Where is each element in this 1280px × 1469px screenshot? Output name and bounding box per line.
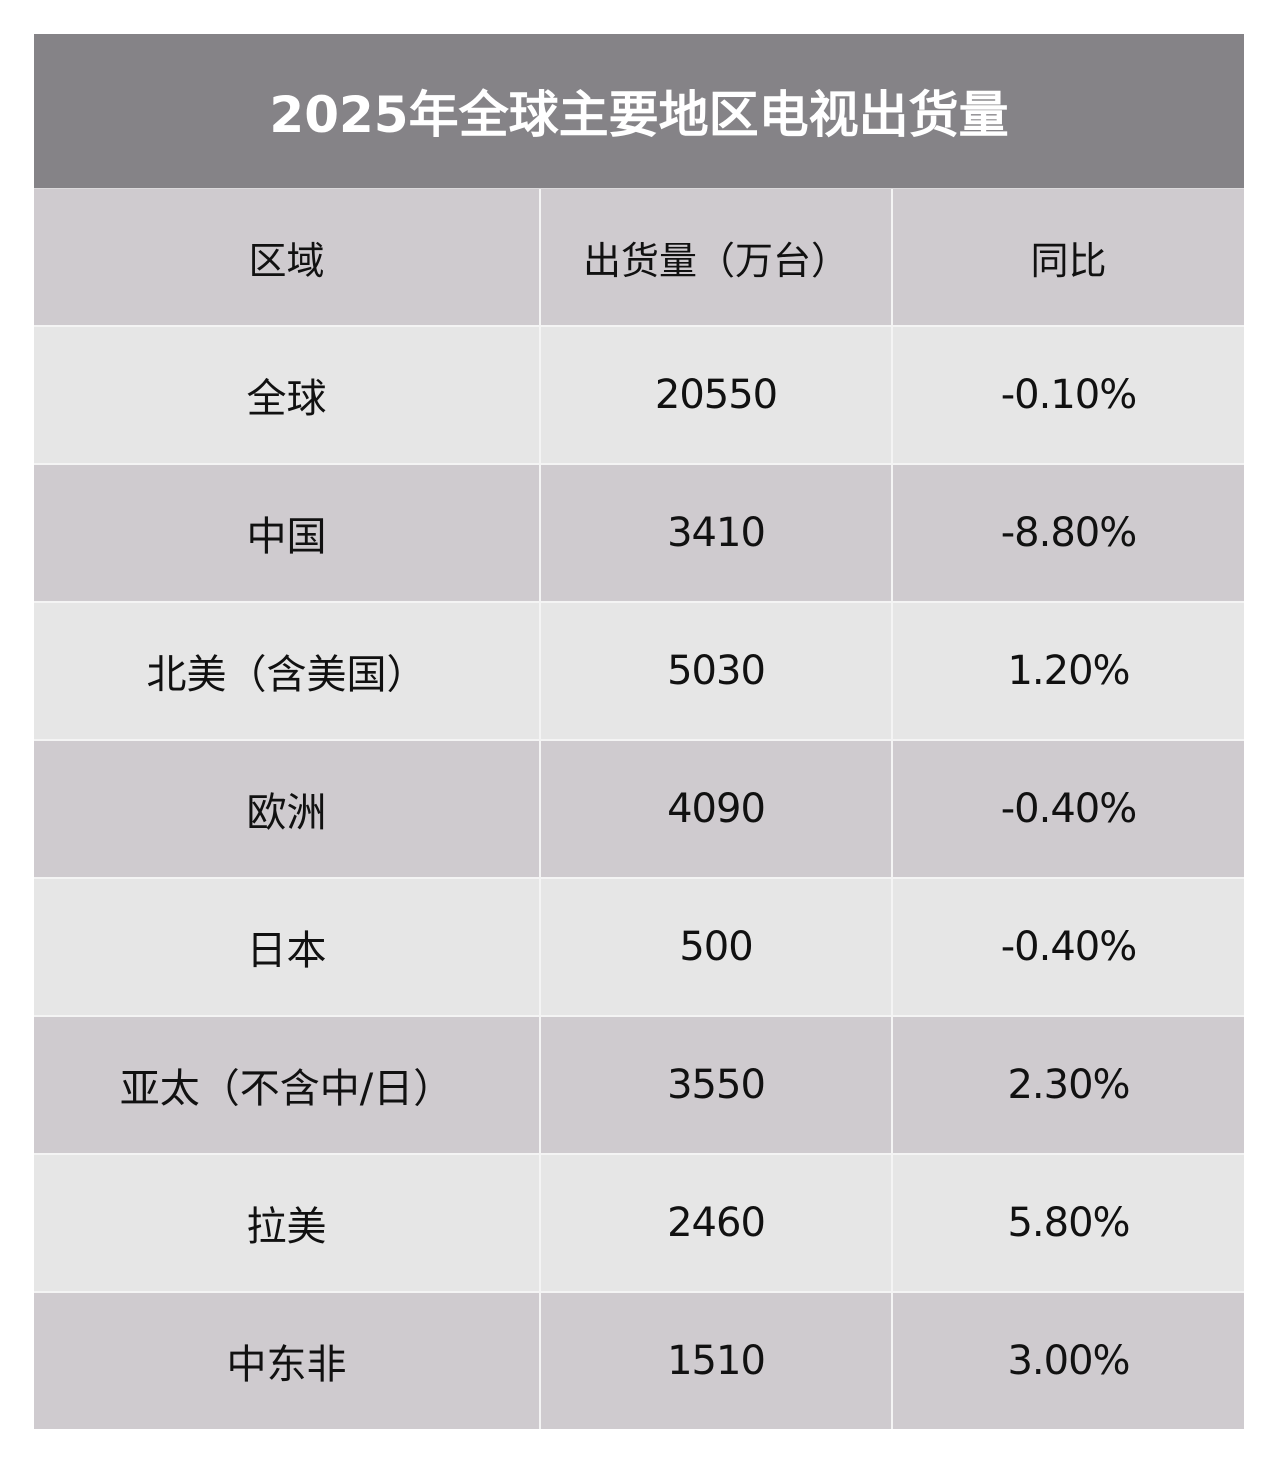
- cell-yoy: -0.10%: [891, 325, 1244, 464]
- header-yoy: 同比: [891, 189, 1244, 326]
- table-title: 2025年全球主要地区电视出货量: [34, 34, 1244, 189]
- header-region: 区域: [34, 189, 540, 326]
- table-row: 拉美 2460 5.80%: [34, 1153, 1244, 1292]
- table-row: 全球 20550 -0.10%: [34, 325, 1244, 464]
- table-row: 日本 500 -0.40%: [34, 877, 1244, 1016]
- table-row: 中国 3410 -8.80%: [34, 463, 1244, 602]
- cell-yoy: 5.80%: [891, 1153, 1244, 1292]
- cell-region: 全球: [34, 325, 540, 464]
- cell-yoy: -0.40%: [891, 877, 1244, 1016]
- header-row: 区域 出货量（万台） 同比: [34, 189, 1244, 326]
- cell-shipments: 1510: [539, 1291, 892, 1429]
- cell-yoy: 1.20%: [891, 601, 1244, 740]
- cell-shipments: 2460: [539, 1153, 892, 1292]
- cell-shipments: 3410: [539, 463, 892, 602]
- table-row: 欧洲 4090 -0.40%: [34, 739, 1244, 878]
- cell-region: 中国: [34, 463, 540, 602]
- shipment-table: 区域 出货量（万台） 同比 全球 20550 -0.10% 中国 3410 -8…: [34, 189, 1244, 1429]
- cell-shipments: 5030: [539, 601, 892, 740]
- cell-yoy: 2.30%: [891, 1015, 1244, 1154]
- cell-shipments: 3550: [539, 1015, 892, 1154]
- cell-region: 北美（含美国）: [34, 601, 540, 740]
- table-row: 中东非 1510 3.00%: [34, 1291, 1244, 1429]
- cell-shipments: 500: [539, 877, 892, 1016]
- cell-yoy: 3.00%: [891, 1291, 1244, 1429]
- cell-region: 日本: [34, 877, 540, 1016]
- cell-region: 中东非: [34, 1291, 540, 1429]
- cell-shipments: 20550: [539, 325, 892, 464]
- table-row: 北美（含美国） 5030 1.20%: [34, 601, 1244, 740]
- table-row: 亚太（不含中/日） 3550 2.30%: [34, 1015, 1244, 1154]
- cell-yoy: -8.80%: [891, 463, 1244, 602]
- cell-region: 欧洲: [34, 739, 540, 878]
- cell-region: 拉美: [34, 1153, 540, 1292]
- cell-shipments: 4090: [539, 739, 892, 878]
- cell-region: 亚太（不含中/日）: [34, 1015, 540, 1154]
- shipment-table-card: 2025年全球主要地区电视出货量 区域 出货量（万台） 同比 全球 20550 …: [34, 34, 1244, 1429]
- header-shipments: 出货量（万台）: [539, 189, 892, 326]
- cell-yoy: -0.40%: [891, 739, 1244, 878]
